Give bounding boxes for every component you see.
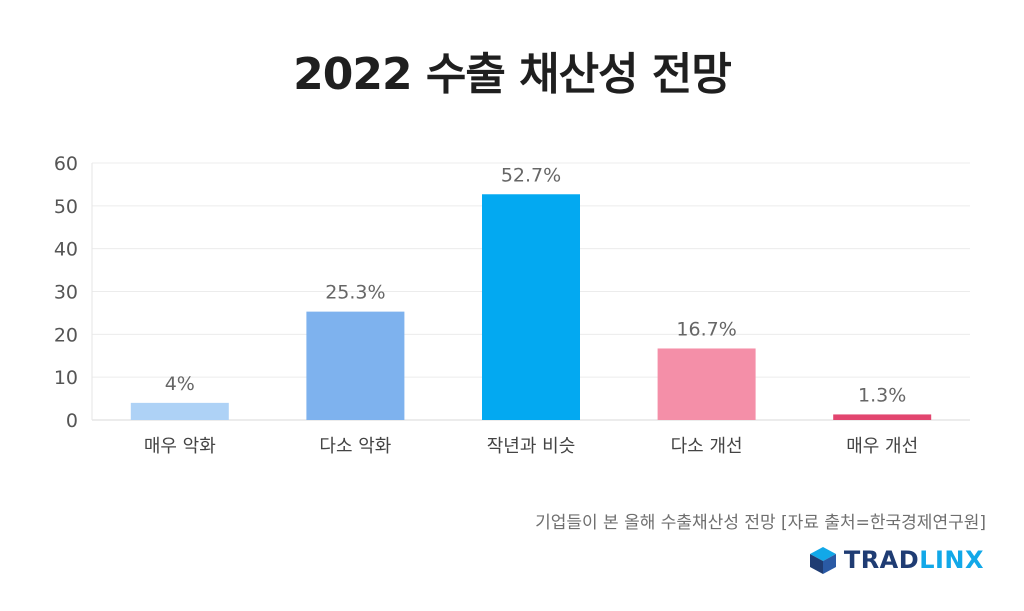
- cube-logo-icon: [809, 547, 836, 574]
- y-tick-label: 60: [54, 153, 78, 175]
- data-label: 1.3%: [858, 384, 906, 406]
- x-tick-label: 다소 개선: [671, 436, 743, 457]
- y-tick-label: 10: [54, 367, 78, 389]
- data-label: 16.7%: [676, 318, 736, 340]
- bar: [833, 414, 932, 420]
- y-tick-label: 30: [54, 282, 78, 304]
- bar: [130, 402, 229, 420]
- y-tick-label: 50: [54, 196, 78, 218]
- brand-part-1: TRAD: [843, 546, 920, 574]
- x-tick-label: 매우 개선: [846, 436, 918, 457]
- chart-title: 2022 수출 채산성 전망: [293, 49, 732, 100]
- y-tick-label: 20: [54, 324, 78, 346]
- y-tick-label: 40: [54, 239, 78, 261]
- brand-logo: TRADLINX: [808, 545, 984, 575]
- source-note: 기업들이 본 올해 수출채산성 전망 [자료 출처=한국경제연구원]: [535, 513, 986, 533]
- bars: [130, 194, 932, 420]
- x-tick-label: 작년과 비슷: [487, 436, 576, 457]
- y-tick-label: 0: [66, 410, 78, 432]
- bar: [306, 311, 405, 420]
- data-labels: 4% 25.3% 52.7% 16.7% 1.3%: [165, 164, 907, 406]
- data-label: 25.3%: [325, 282, 385, 304]
- y-axis: 0 10 20 30 40 50 60: [54, 153, 93, 432]
- bar: [657, 348, 756, 420]
- brand-wordmark: TRADLINX: [844, 546, 984, 574]
- brand-part-2: LINX: [919, 546, 984, 574]
- x-axis: 매우 악화 다소 악화 작년과 비슷 다소 개선 매우 개선: [144, 436, 918, 457]
- data-label: 52.7%: [501, 164, 561, 186]
- bar: [482, 194, 580, 420]
- data-label: 4%: [165, 373, 195, 395]
- x-tick-label: 다소 악화: [319, 436, 391, 457]
- x-tick-label: 매우 악화: [144, 436, 216, 457]
